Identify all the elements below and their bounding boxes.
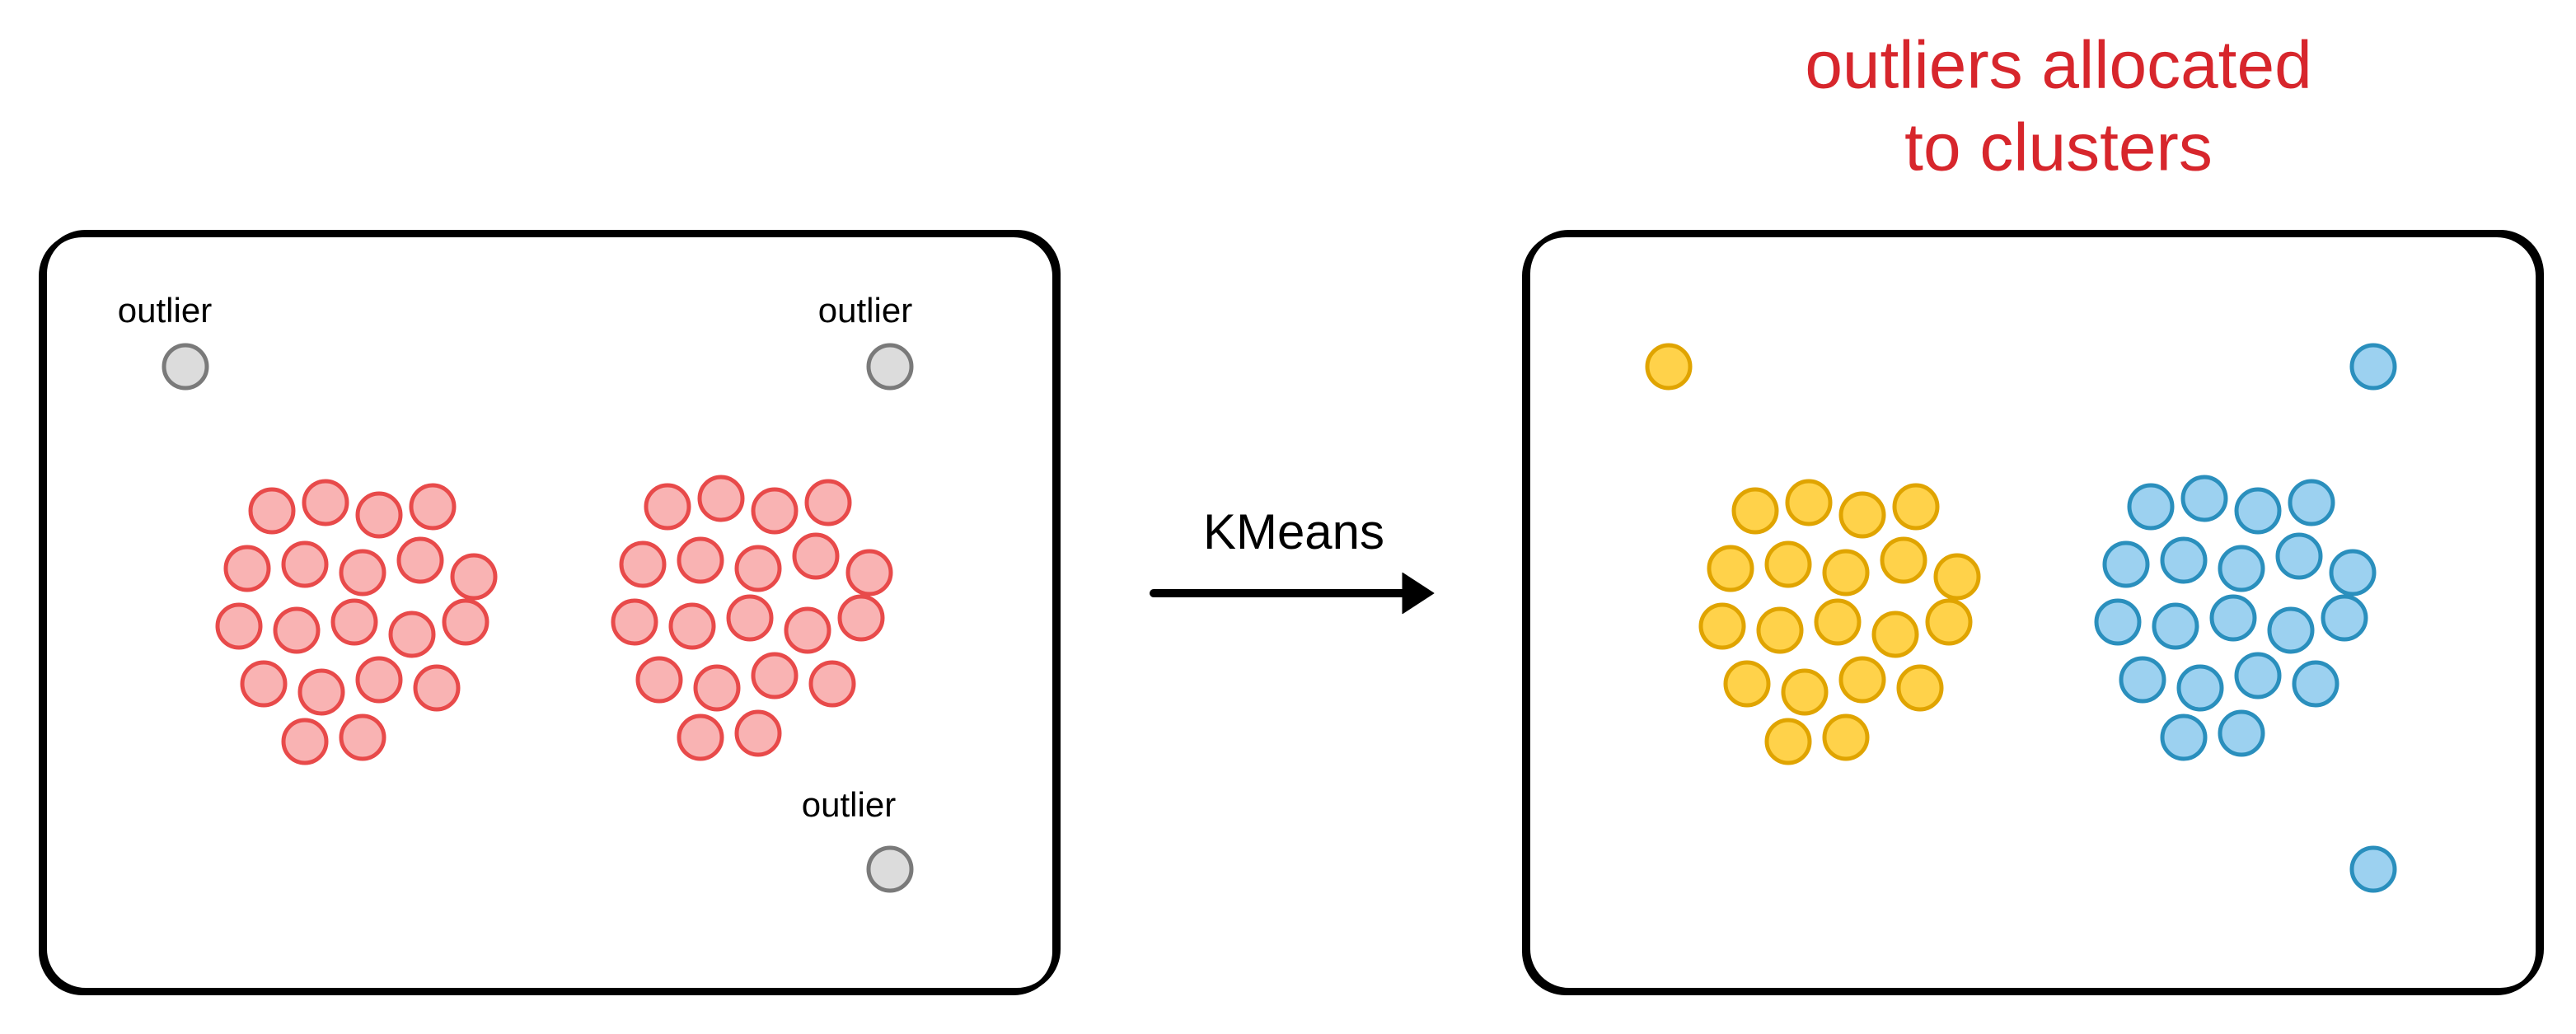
cluster-dot [2236, 654, 2279, 697]
cluster-dot [391, 613, 433, 656]
cluster-dot [1824, 551, 1867, 594]
title-line-1: outliers allocated [1805, 28, 2311, 103]
cluster-dot [2154, 605, 2197, 648]
cluster-dot [411, 485, 454, 528]
title-line-2: to clusters [1904, 110, 2213, 185]
cluster-dot [2323, 597, 2366, 639]
cluster-dot [242, 662, 285, 705]
right-outlier-dot-0 [1647, 345, 1690, 388]
cluster-dot [283, 720, 326, 763]
right-outlier-dot-1 [2352, 345, 2395, 388]
left-panel: outlier outlier outlier [41, 232, 1058, 993]
cluster-dot [671, 605, 714, 648]
cluster-dot [251, 489, 293, 532]
cluster-dot [2220, 712, 2263, 755]
cluster-dot [2236, 489, 2279, 532]
cluster-dot [2129, 485, 2172, 528]
cluster-dot [840, 597, 883, 639]
cluster-dot [415, 667, 458, 709]
cluster-dot [1759, 609, 1801, 652]
cluster-dot [2269, 609, 2312, 652]
kmeans-arrow-label: KMeans [1203, 504, 1384, 559]
cluster-dot [737, 712, 780, 755]
cluster-dot [1767, 720, 1810, 763]
cluster-dot [341, 551, 384, 594]
cluster-dot [1709, 547, 1752, 590]
cluster-dot [737, 547, 780, 590]
cluster-dot [1783, 671, 1826, 714]
cluster-dot [1767, 543, 1810, 586]
cluster-dot [358, 658, 400, 701]
cluster-dot [753, 489, 796, 532]
cluster-dot [1816, 601, 1859, 643]
cluster-dot [848, 551, 891, 594]
cluster-dot [300, 671, 343, 714]
cluster-dot [1899, 667, 1941, 709]
cluster-dot [218, 605, 260, 648]
cluster-dot [1734, 489, 1777, 532]
cluster-dot [786, 609, 829, 652]
left-outlier-dot-2 [869, 848, 911, 891]
cluster-dot [794, 535, 837, 578]
cluster-dot [700, 477, 742, 520]
cluster-dot [613, 601, 656, 643]
cluster-dot [1824, 716, 1867, 759]
cluster-dot [2179, 667, 2222, 709]
cluster-dot [1936, 555, 1979, 598]
cluster-dot [444, 601, 487, 643]
cluster-dot [2278, 535, 2321, 578]
cluster-dot [1882, 539, 1925, 582]
cluster-dot [2212, 597, 2255, 639]
cluster-dot [811, 662, 854, 705]
cluster-dot [1701, 605, 1744, 648]
cluster-dot [679, 539, 722, 582]
cluster-dot [1927, 601, 1970, 643]
cluster-dot [341, 716, 384, 759]
kmeans-arrow: KMeans [1154, 504, 1434, 614]
cluster-dot [2105, 543, 2147, 586]
cluster-dot [2096, 601, 2139, 643]
cluster-dot [1874, 613, 1917, 656]
cluster-dot [753, 654, 796, 697]
cluster-dot [2220, 547, 2263, 590]
cluster-dot [1841, 658, 1884, 701]
left-outlier-dot-0 [164, 345, 207, 388]
cluster-dot [333, 601, 376, 643]
cluster-dot [679, 716, 722, 759]
left-outlier-label-1: outlier [818, 291, 912, 330]
cluster-dot [621, 543, 664, 586]
cluster-dot [2162, 716, 2205, 759]
cluster-dot [304, 481, 347, 524]
cluster-dot [728, 597, 771, 639]
cluster-dot [358, 494, 400, 536]
right-panel [1525, 232, 2541, 993]
cluster-dot [399, 539, 442, 582]
cluster-dot [2331, 551, 2374, 594]
cluster-dot [1895, 485, 1937, 528]
cluster-dot [1726, 662, 1768, 705]
left-outlier-label-2: outlier [802, 785, 896, 824]
cluster-dot [2183, 477, 2226, 520]
cluster-dot [275, 609, 318, 652]
cluster-dot [2294, 662, 2337, 705]
cluster-dot [2290, 481, 2333, 524]
cluster-dot [646, 485, 689, 528]
left-outlier-label-0: outlier [118, 291, 212, 330]
left-outlier-dot-1 [869, 345, 911, 388]
cluster-dot [2162, 539, 2205, 582]
cluster-dot [452, 555, 495, 598]
cluster-dot [1787, 481, 1830, 524]
cluster-dot [1841, 494, 1884, 536]
cluster-dot [2121, 658, 2164, 701]
right-outlier-dot-2 [2352, 848, 2395, 891]
cluster-dot [807, 481, 850, 524]
cluster-dot [696, 667, 738, 709]
cluster-dot [226, 547, 269, 590]
cluster-dot [638, 658, 681, 701]
cluster-dot [283, 543, 326, 586]
